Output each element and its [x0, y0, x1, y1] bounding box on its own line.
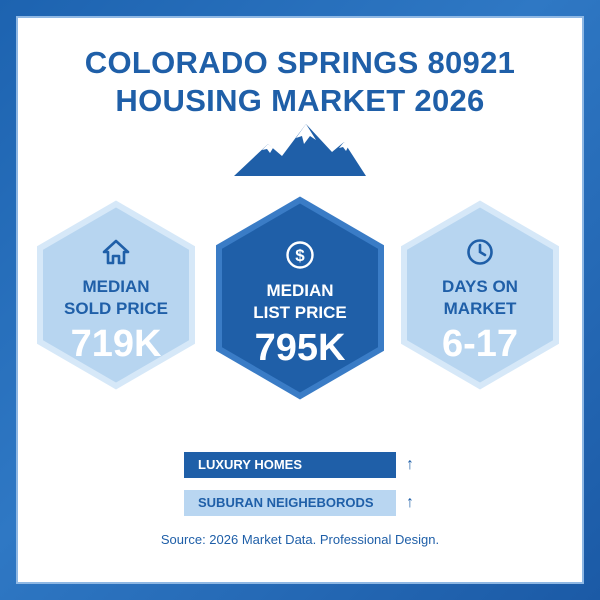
infographic-card: COLORADO SPRINGS 80921 HOUSING MARKET 20…	[16, 16, 584, 584]
house-icon	[102, 239, 130, 265]
stat-value: 6-17	[441, 323, 519, 365]
arrow-up-icon: ↑	[406, 456, 414, 473]
stat-value: 719K	[70, 323, 162, 365]
title-line-2: HOUSING MARKET 2026	[115, 83, 485, 118]
stat-card-median-sold-price: MEDIAN SOLD PRICE 719K	[36, 200, 196, 390]
stat-card-days-on-market: DAYS ON MARKET 6-17	[400, 200, 560, 390]
mountain-icon	[234, 124, 366, 176]
arrow-up-icon: ↑	[406, 494, 414, 511]
stat-label: MEDIAN LIST PRICE	[253, 281, 347, 322]
hexagon-shape	[401, 200, 559, 390]
svg-text:$: $	[295, 246, 305, 265]
stat-value: 795K	[254, 327, 346, 369]
segment-label: LUXURY HOMES	[184, 452, 396, 478]
title-line-1: COLORADO SPRINGS 80921	[84, 45, 516, 80]
hexagon-shape	[37, 200, 195, 390]
stat-label: DAYS ON MARKET	[442, 277, 518, 318]
clock-icon	[467, 239, 493, 265]
hexagon-shape	[216, 196, 384, 400]
stat-label: MEDIAN SOLD PRICE	[64, 277, 168, 318]
source-note: Source: 2026 Market Data. Professional D…	[160, 532, 440, 547]
stat-card-median-list-price: $ MEDIAN LIST PRICE 795K	[215, 196, 385, 400]
page-title: COLORADO SPRINGS 80921 HOUSING MARKET 20…	[16, 44, 584, 120]
dollar-coin-icon: $	[286, 241, 314, 269]
segment-label: SUBURAN NEIGHEBORODS	[184, 490, 396, 516]
